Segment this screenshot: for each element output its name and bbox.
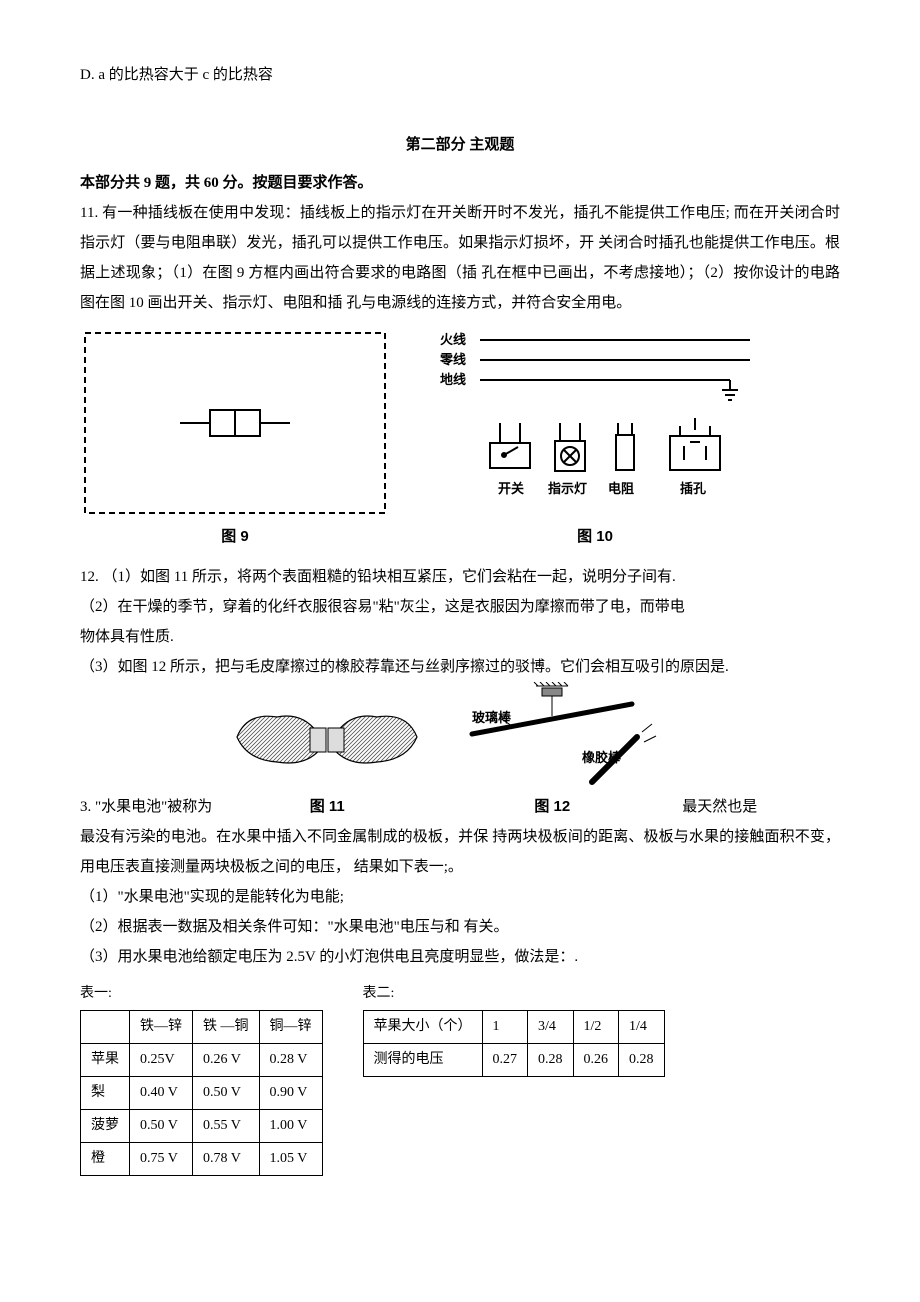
label-ground: 地线 — [440, 372, 466, 387]
q3-intro-row: 3. "水果电池"被称为 图 11 — [80, 682, 840, 822]
table1-h0 — [81, 1011, 130, 1044]
q12-p3: 物体具有性质. — [80, 622, 840, 652]
fig12-svg: 玻璃棒 橡胶棒 — [442, 682, 662, 792]
lbl-resistor: 电阻 — [608, 481, 634, 496]
q3-cont1: 最没有污染的电池。在水果中插入不同金属制成的极板，并保 持两块极板间的距离、极板… — [80, 822, 840, 882]
q3-sub2: （2）根据表一数据及相关条件可知："水果电池"电压与和 有关。 — [80, 912, 840, 942]
fig9-svg — [80, 328, 390, 518]
table1-h1: 铁—锌 — [130, 1011, 193, 1044]
fig11-svg — [232, 682, 422, 792]
q11-figures: 图 9 火线 零线 地线 — [80, 328, 840, 552]
q3-sub3: （3）用水果电池给额定电压为 2.5V 的小灯泡供电且亮度明显些，做法是：. — [80, 942, 840, 972]
fig9-caption: 图 9 — [221, 522, 249, 552]
label-neutral: 零线 — [439, 352, 466, 367]
table1-h2: 铁 —铜 — [193, 1011, 260, 1044]
q11-text: 11. 有一种插线板在使用中发现：插线板上的指示灯在开关断开时不发光，插孔不能提… — [80, 198, 840, 318]
section2-title: 第二部分 主观题 — [80, 130, 840, 160]
table1-header-row: 铁—锌 铁 —铜 铜—锌 — [81, 1011, 323, 1044]
table1: 铁—锌 铁 —铜 铜—锌 苹果 0.25V 0.26 V 0.28 V 梨 0.… — [80, 1010, 323, 1176]
fig9-block: 图 9 — [80, 328, 390, 552]
table1-wrap: 表一: 铁—锌 铁 —铜 铜—锌 苹果 0.25V 0.26 V 0.28 V … — [80, 980, 323, 1176]
lbl-lamp: 指示灯 — [548, 481, 587, 496]
table-row: 测得的电压 0.27 0.28 0.26 0.28 — [363, 1044, 664, 1077]
section2-instructions: 本部分共 9 题，共 60 分。按题目要求作答。 — [80, 168, 840, 198]
q12-p4: （3）如图 12 所示，把与毛皮摩擦过的橡胶荐靠还与丝剥序擦过的驳博。它们会相互… — [80, 652, 840, 682]
q3-sub1: （1）"水果电池"实现的是能转化为电能; — [80, 882, 840, 912]
tables-row: 表一: 铁—锌 铁 —铜 铜—锌 苹果 0.25V 0.26 V 0.28 V … — [80, 980, 840, 1176]
table-row: 梨 0.40 V 0.50 V 0.90 V — [81, 1077, 323, 1110]
label-live: 火线 — [440, 332, 466, 347]
q3-right: 最天然也是 — [682, 792, 757, 822]
table2: 苹果大小（个） 1 3/4 1/2 1/4 测得的电压 0.27 0.28 0.… — [363, 1010, 665, 1077]
q3-left: 3. "水果电池"被称为 — [80, 792, 212, 822]
table2-caption: 表二: — [363, 980, 665, 1008]
table-row: 菠萝 0.50 V 0.55 V 1.00 V — [81, 1110, 323, 1143]
fig10-svg: 火线 零线 地线 — [430, 328, 760, 518]
lbl-socket: 插孔 — [680, 481, 706, 496]
fig10-block: 火线 零线 地线 — [430, 328, 760, 552]
q12-p2: （2）在干燥的季节，穿着的化纤衣服很容易"粘"灰尘，这是衣服因为摩擦而带了电，而… — [80, 592, 840, 622]
table2-header-row: 苹果大小（个） 1 3/4 1/2 1/4 — [363, 1011, 664, 1044]
table2-wrap: 表二: 苹果大小（个） 1 3/4 1/2 1/4 测得的电压 0.27 0.2… — [363, 980, 665, 1077]
table1-h3: 铜—锌 — [259, 1011, 322, 1044]
q10-option-d: D. a 的比热容大于 c 的比热容 — [80, 60, 840, 90]
fig12-block: 玻璃棒 橡胶棒 图 12 — [442, 682, 662, 822]
fig10-caption: 图 10 — [577, 522, 613, 552]
q12-p1: 12. （1）如图 11 所示，将两个表面粗糙的铅块相互紧压，它们会粘在一起，说… — [80, 562, 840, 592]
fig11-caption: 图 11 — [310, 792, 345, 822]
fig11-block: 图 11 — [232, 682, 422, 822]
table-row: 橙 0.75 V 0.78 V 1.05 V — [81, 1143, 323, 1176]
table-row: 苹果 0.25V 0.26 V 0.28 V — [81, 1044, 323, 1077]
fig12-caption: 图 12 — [534, 792, 570, 822]
table1-caption: 表一: — [80, 980, 323, 1008]
lbl-glass: 玻璃棒 — [472, 710, 512, 725]
lbl-switch: 开关 — [498, 481, 524, 496]
